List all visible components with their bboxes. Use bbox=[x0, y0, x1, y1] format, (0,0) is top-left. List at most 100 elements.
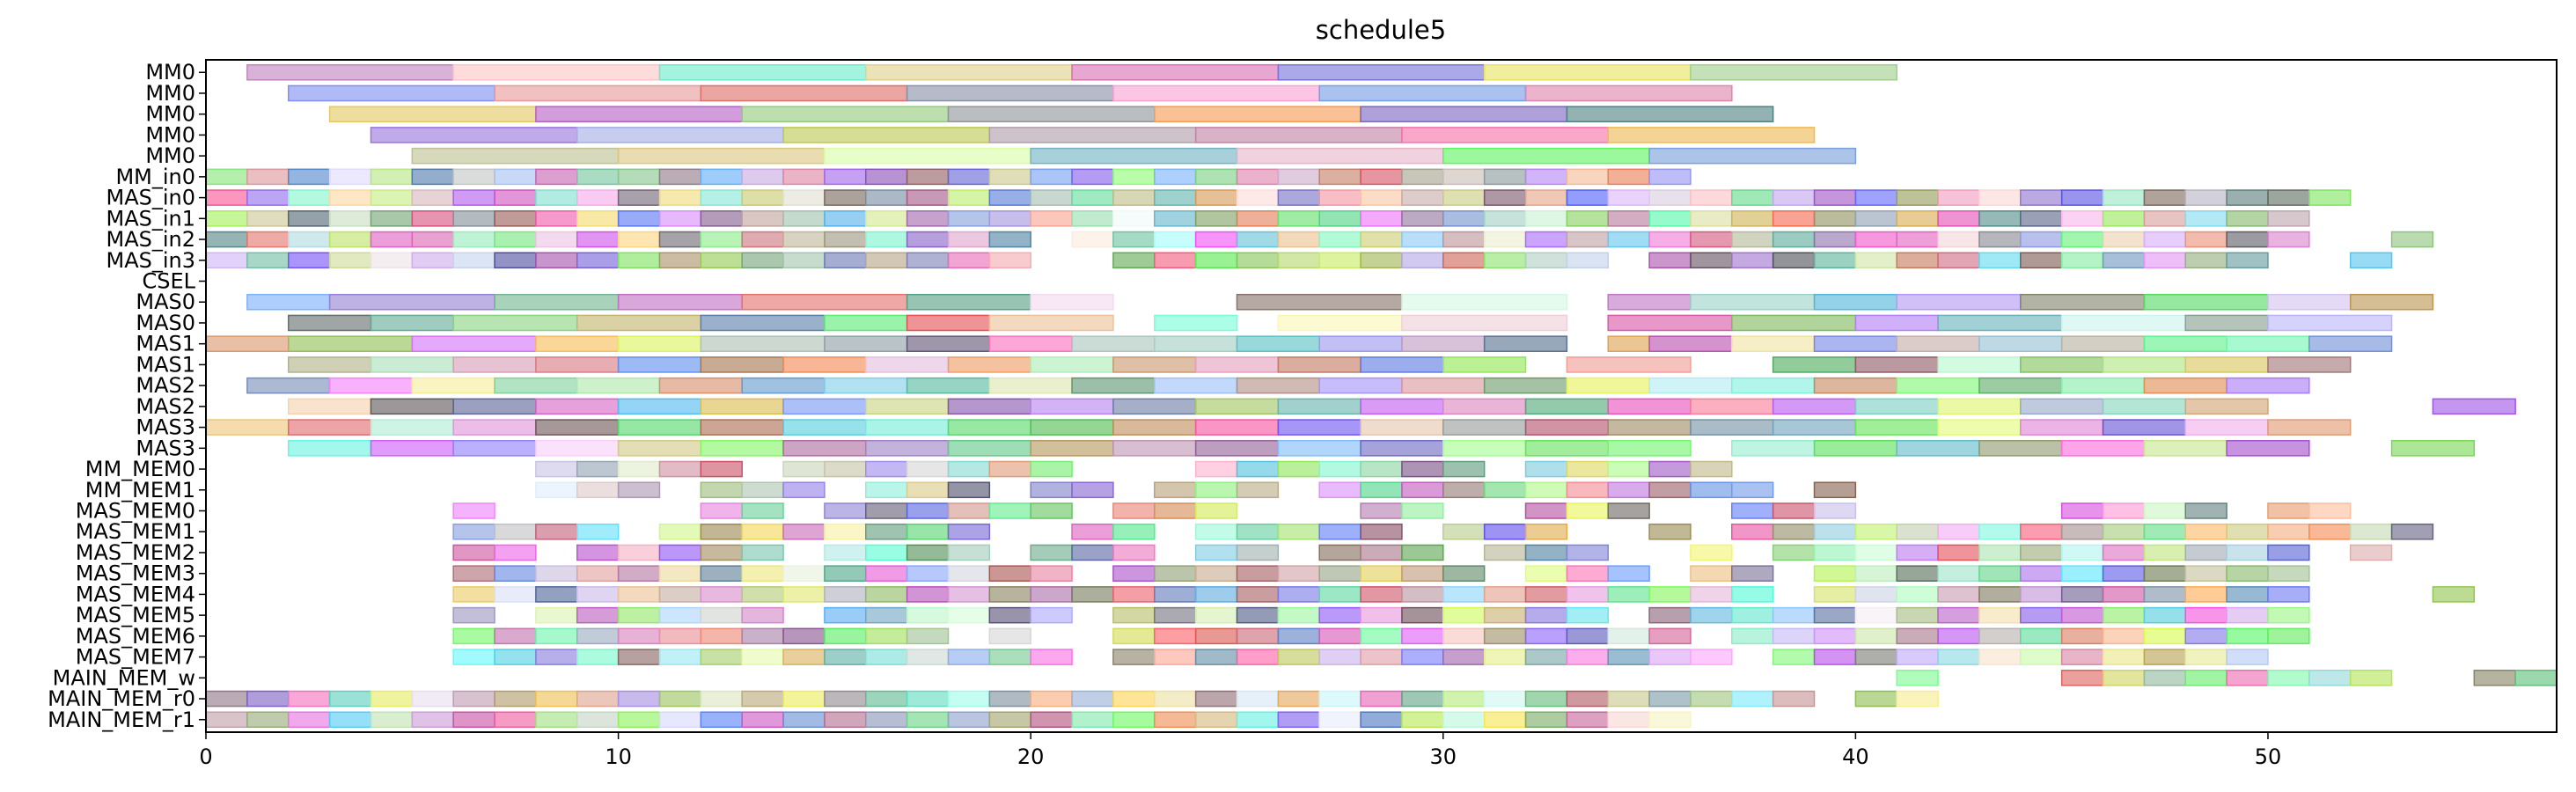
task-bar bbox=[1566, 168, 1609, 186]
task-bar bbox=[947, 210, 991, 227]
task-bar bbox=[1401, 210, 1444, 227]
task-bar bbox=[1648, 460, 1692, 478]
task-bar bbox=[1112, 210, 1156, 227]
task-bar bbox=[906, 586, 950, 603]
task-bar bbox=[1937, 314, 2063, 332]
task-bar bbox=[1318, 711, 1361, 729]
task-bar bbox=[1731, 502, 1774, 519]
task-bar bbox=[2390, 231, 2434, 248]
task-bar bbox=[906, 231, 950, 248]
task-bar bbox=[1566, 627, 1609, 645]
task-bar bbox=[535, 586, 578, 603]
task-bar bbox=[1442, 586, 1486, 603]
task-bar bbox=[1731, 606, 1774, 624]
task-bar bbox=[494, 377, 578, 394]
y-tick-label: MAS3 bbox=[136, 415, 195, 440]
task-bar bbox=[1937, 419, 2022, 436]
task-bar bbox=[658, 627, 702, 645]
task-bar bbox=[1030, 711, 1073, 729]
task-bar bbox=[287, 356, 372, 373]
task-bar bbox=[1648, 690, 1692, 708]
task-bar bbox=[700, 335, 826, 352]
task-bar bbox=[988, 210, 1031, 227]
task-bar bbox=[1566, 210, 1609, 227]
task-bar bbox=[1813, 210, 1857, 227]
task-bar bbox=[700, 252, 743, 269]
task-bar bbox=[1236, 231, 1280, 248]
task-bar bbox=[2226, 627, 2269, 645]
task-bar bbox=[1978, 189, 2022, 206]
task-bar bbox=[1360, 440, 1444, 457]
task-bar bbox=[2473, 670, 2516, 686]
task-bar bbox=[1442, 168, 1486, 186]
task-bar bbox=[1401, 606, 1444, 624]
task-bar bbox=[2020, 544, 2063, 561]
task-bar bbox=[2060, 565, 2104, 582]
task-bar bbox=[1318, 481, 1361, 499]
task-bar bbox=[1978, 649, 2022, 665]
task-bar bbox=[1690, 398, 1774, 415]
task-bar bbox=[452, 440, 537, 457]
task-bar bbox=[1896, 586, 1939, 603]
task-bar bbox=[1112, 627, 1156, 645]
task-bar bbox=[2102, 670, 2146, 686]
task-bar bbox=[2184, 565, 2227, 582]
task-bar bbox=[246, 210, 290, 227]
task-bar bbox=[2060, 502, 2104, 519]
task-bar bbox=[246, 168, 290, 186]
task-bar bbox=[1401, 565, 1444, 582]
task-bar bbox=[1731, 210, 1774, 227]
task-bar bbox=[452, 586, 495, 603]
task-bar bbox=[494, 565, 537, 582]
task-bar bbox=[741, 293, 908, 311]
task-bar bbox=[576, 377, 661, 394]
task-bar bbox=[1566, 231, 1609, 248]
task-bar bbox=[1566, 565, 1609, 582]
task-bar bbox=[1813, 502, 1857, 519]
y-tick-label: MAIN_MEM_r1 bbox=[48, 708, 195, 732]
task-bar bbox=[782, 168, 826, 186]
task-bar bbox=[1277, 419, 1361, 436]
task-bar bbox=[741, 690, 784, 708]
task-bar bbox=[1896, 690, 1939, 708]
task-bar bbox=[2267, 606, 2310, 624]
task-bar bbox=[1483, 335, 1568, 352]
task-bar bbox=[535, 627, 578, 645]
task-bar bbox=[1690, 293, 1816, 311]
task-bar bbox=[1566, 356, 1692, 373]
task-bar bbox=[617, 440, 702, 457]
task-bar bbox=[1071, 586, 1114, 603]
task-bar bbox=[1978, 335, 2063, 352]
task-bar bbox=[824, 231, 867, 248]
task-bar bbox=[1442, 147, 1650, 165]
task-bar bbox=[1277, 252, 1320, 269]
task-bar bbox=[1648, 481, 1692, 499]
task-bar bbox=[2267, 356, 2352, 373]
task-bar bbox=[947, 690, 991, 708]
task-bar bbox=[2020, 252, 2063, 269]
task-bar bbox=[1236, 293, 1403, 311]
task-bar bbox=[947, 606, 991, 624]
task-bar bbox=[988, 586, 1031, 603]
task-bar bbox=[2060, 544, 2104, 561]
task-bar bbox=[2020, 398, 2104, 415]
task-bar bbox=[1607, 127, 1816, 143]
task-bar bbox=[494, 711, 537, 729]
task-bar bbox=[576, 690, 620, 708]
task-bar bbox=[700, 460, 743, 478]
task-bar bbox=[452, 649, 495, 665]
task-bar bbox=[947, 544, 991, 561]
task-bar bbox=[2060, 377, 2146, 394]
task-bar bbox=[1937, 252, 1980, 269]
task-bar bbox=[2143, 440, 2227, 457]
task-bar bbox=[494, 586, 537, 603]
task-bar bbox=[1194, 523, 1238, 540]
task-bar bbox=[370, 168, 414, 186]
task-bar bbox=[1360, 627, 1403, 645]
task-bar bbox=[1978, 627, 2022, 645]
task-bar bbox=[1360, 649, 1403, 665]
task-bar bbox=[370, 252, 414, 269]
task-bar bbox=[1607, 231, 1650, 248]
task-bar bbox=[411, 335, 537, 352]
task-bar bbox=[658, 252, 702, 269]
